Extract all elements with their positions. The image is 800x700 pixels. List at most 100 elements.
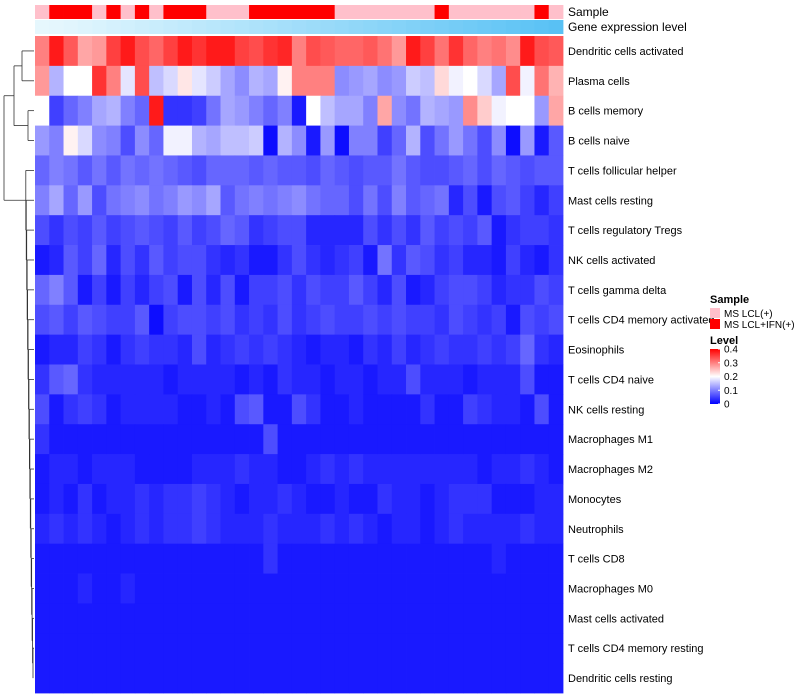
heatmap-cell: [35, 394, 50, 425]
heatmap-cell: [49, 245, 64, 276]
heatmap-cell: [249, 95, 264, 126]
heatmap-cell: [520, 513, 535, 545]
heatmap-cell: [191, 573, 207, 604]
gene-annotation-cell: [520, 20, 535, 34]
heatmap-cell: [263, 95, 278, 126]
sample-annotation-cell: [463, 5, 478, 19]
heatmap-cell: [377, 424, 393, 455]
heatmap-cell: [391, 364, 407, 395]
heatmap-cell: [306, 155, 321, 186]
heatmap-cell: [406, 633, 421, 664]
gene-annotation-cell: [348, 20, 364, 34]
heatmap-cell: [334, 573, 350, 604]
heatmap-cell: [334, 274, 350, 306]
heatmap-cell: [306, 513, 321, 545]
heatmap-cell: [406, 543, 421, 574]
heatmap-cell: [63, 603, 79, 634]
heatmap-cell: [505, 543, 521, 574]
heatmap-cell: [548, 663, 564, 694]
heatmap-cell: [505, 483, 521, 515]
heatmap-cell: [477, 663, 493, 694]
heatmap-cell: [49, 334, 64, 365]
heatmap-cell: [363, 394, 378, 425]
legend-tick-label: 0.1: [724, 386, 738, 397]
heatmap-cell: [120, 483, 136, 515]
heatmap-cell: [63, 454, 79, 485]
heatmap-cell: [134, 245, 150, 276]
heatmap-cell: [320, 155, 336, 186]
heatmap-cell: [406, 185, 421, 216]
heatmap-cell: [263, 36, 278, 67]
gene-annotation-cell: [249, 20, 264, 34]
heatmap-cell: [348, 394, 364, 425]
heatmap-cell: [520, 454, 535, 485]
heatmap-cell: [320, 245, 336, 276]
heatmap-cell: [263, 603, 278, 634]
heatmap-cell: [106, 245, 122, 276]
heatmap-cell: [548, 573, 564, 604]
heatmap-cell: [505, 155, 521, 186]
heatmap-cell: [49, 155, 64, 186]
heatmap-cell: [291, 483, 307, 515]
heatmap-cell: [277, 215, 293, 246]
heatmap-cell: [377, 364, 393, 395]
heatmap-cell: [277, 663, 293, 694]
heatmap-cell: [234, 36, 250, 67]
heatmap-cell: [120, 364, 136, 395]
heatmap-cell: [149, 454, 164, 485]
heatmap-cell: [234, 155, 250, 186]
heatmap-cell: [163, 603, 179, 634]
heatmap-cell: [206, 274, 221, 306]
heatmap-cell: [505, 424, 521, 455]
heatmap-cell: [548, 36, 564, 67]
heatmap-cell: [434, 245, 450, 276]
heatmap-cell: [377, 633, 393, 664]
heatmap-cell: [120, 245, 136, 276]
heatmap-cell: [63, 334, 79, 365]
heatmap-cell: [234, 95, 250, 126]
heatmap-cell: [120, 185, 136, 216]
heatmap-cell: [363, 573, 378, 604]
heatmap-cell: [348, 633, 364, 664]
heatmap-cell: [163, 245, 179, 276]
heatmap-cell: [263, 543, 278, 574]
heatmap-cell: [277, 304, 293, 336]
gene-annotation-cell: [35, 20, 50, 34]
heatmap-cell: [149, 394, 164, 425]
heatmap-cell: [263, 513, 278, 545]
heatmap-cell: [106, 155, 122, 186]
row-label: T cells follicular helper: [568, 165, 677, 177]
heatmap-cell: [534, 454, 550, 485]
heatmap-cell: [163, 513, 179, 545]
heatmap-cell: [92, 394, 107, 425]
heatmap-cell: [377, 245, 393, 276]
heatmap-cell: [406, 274, 421, 306]
heatmap-cell: [163, 424, 179, 455]
heatmap-cell: [334, 36, 350, 67]
heatmap-cell: [263, 633, 278, 664]
heatmap-cell: [149, 663, 164, 694]
sample-annotation-cell: [263, 5, 278, 19]
heatmap-cell: [63, 304, 79, 336]
heatmap-cell: [420, 334, 435, 365]
heatmap-cell: [291, 543, 307, 574]
heatmap-cell: [348, 36, 364, 67]
heatmap-cell: [491, 543, 507, 574]
heatmap-cell: [191, 543, 207, 574]
heatmap-cell: [491, 364, 507, 395]
heatmap-cell: [306, 573, 321, 604]
sample-annotation-cell: [92, 5, 107, 19]
heatmap-cell: [206, 543, 221, 574]
heatmap-cell: [520, 185, 535, 216]
heatmap-cell: [448, 65, 464, 97]
sample-annotation-cell: [35, 5, 50, 19]
sample-annotation-cell: [477, 5, 493, 19]
heatmap-cell: [291, 274, 307, 306]
heatmap-cell: [249, 513, 264, 545]
heatmap-cell: [49, 65, 64, 97]
heatmap-cell: [263, 573, 278, 604]
heatmap-cell: [477, 36, 493, 67]
heatmap-cell: [420, 573, 435, 604]
heatmap-cell: [434, 36, 450, 67]
heatmap-cell: [106, 65, 122, 97]
